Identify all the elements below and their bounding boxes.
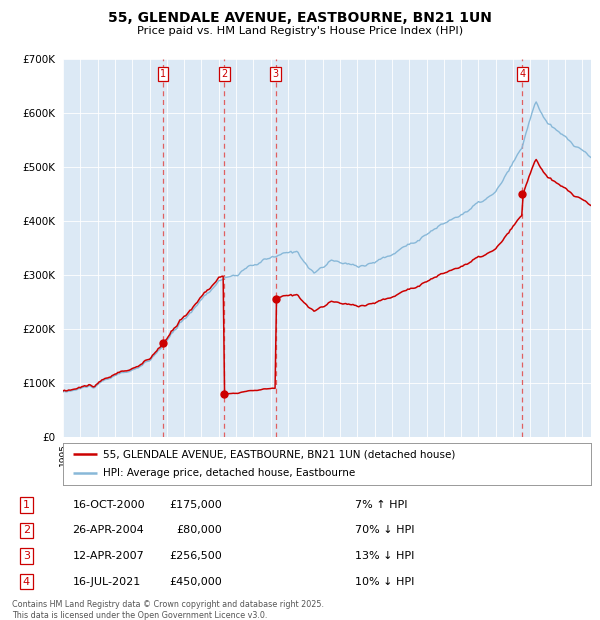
Text: 4: 4 [23, 577, 30, 587]
Text: 26-APR-2004: 26-APR-2004 [73, 525, 144, 535]
Text: 55, GLENDALE AVENUE, EASTBOURNE, BN21 1UN: 55, GLENDALE AVENUE, EASTBOURNE, BN21 1U… [108, 11, 492, 25]
Text: £450,000: £450,000 [169, 577, 222, 587]
Text: 2: 2 [221, 69, 227, 79]
Text: £175,000: £175,000 [169, 500, 222, 510]
Text: 12-APR-2007: 12-APR-2007 [73, 551, 144, 561]
Text: 1: 1 [23, 500, 30, 510]
Text: 3: 3 [23, 551, 30, 561]
Text: 55, GLENDALE AVENUE, EASTBOURNE, BN21 1UN (detached house): 55, GLENDALE AVENUE, EASTBOURNE, BN21 1U… [103, 449, 455, 459]
Text: Price paid vs. HM Land Registry's House Price Index (HPI): Price paid vs. HM Land Registry's House … [137, 26, 463, 36]
Text: 4: 4 [520, 69, 526, 79]
Text: 7% ↑ HPI: 7% ↑ HPI [355, 500, 407, 510]
Text: 1: 1 [160, 69, 166, 79]
Text: 16-OCT-2000: 16-OCT-2000 [73, 500, 145, 510]
Text: 10% ↓ HPI: 10% ↓ HPI [355, 577, 414, 587]
Text: £256,500: £256,500 [169, 551, 222, 561]
Text: 13% ↓ HPI: 13% ↓ HPI [355, 551, 414, 561]
Text: 16-JUL-2021: 16-JUL-2021 [73, 577, 141, 587]
Text: £80,000: £80,000 [176, 525, 222, 535]
Text: Contains HM Land Registry data © Crown copyright and database right 2025.
This d: Contains HM Land Registry data © Crown c… [12, 600, 324, 619]
Text: 3: 3 [272, 69, 278, 79]
Text: 2: 2 [23, 525, 30, 535]
Text: 70% ↓ HPI: 70% ↓ HPI [355, 525, 414, 535]
Text: HPI: Average price, detached house, Eastbourne: HPI: Average price, detached house, East… [103, 469, 355, 479]
